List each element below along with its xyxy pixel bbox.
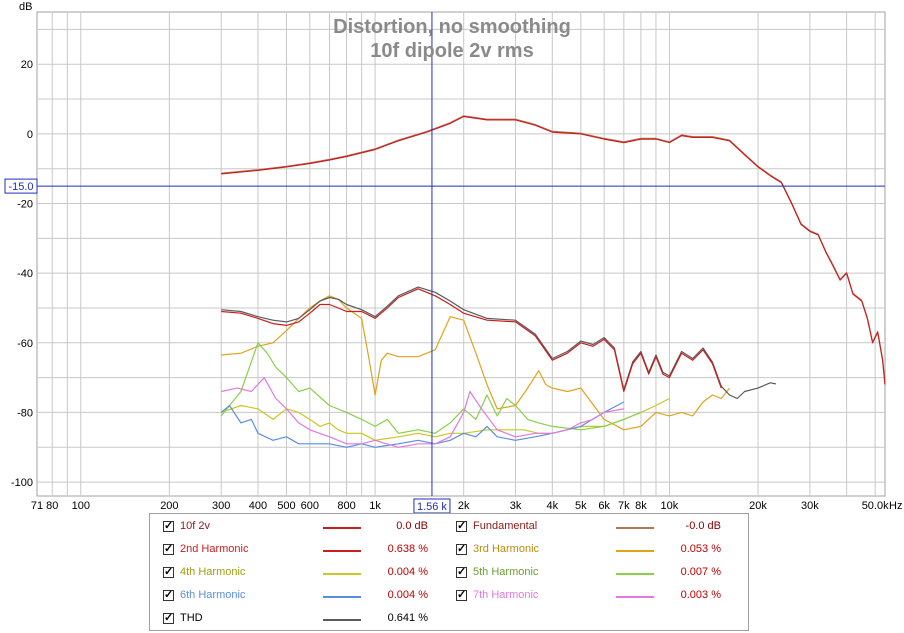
x-tick-label: 5k	[575, 500, 587, 512]
x-tick-label: 6k	[598, 500, 610, 512]
legend-item[interactable]: 10f 2v 0.0 dB	[163, 519, 443, 537]
y-tick-label: -20	[17, 199, 33, 211]
legend-checkbox[interactable]	[456, 565, 467, 578]
x-tick-label: 400	[249, 500, 267, 512]
cursor-x-label: 1.56 k	[417, 501, 447, 513]
legend-checkbox[interactable]	[163, 611, 174, 624]
series-line-5th-harmonic	[220, 342, 642, 434]
y-tick-label: -80	[17, 407, 33, 419]
plot-area[interactable]	[36, 11, 886, 497]
legend-series-name: THD	[180, 612, 203, 624]
x-tick-label: 500	[277, 500, 295, 512]
series-line-2nd-harmonic	[221, 288, 722, 393]
legend-series-name: 3rd Harmonic	[473, 543, 540, 555]
series-lines	[220, 115, 886, 448]
legend-color-swatch	[323, 573, 361, 575]
y-axis-label: dB	[19, 1, 32, 13]
legend-checkbox[interactable]	[163, 588, 174, 601]
legend-checkbox[interactable]	[163, 542, 174, 555]
series-line-10f-2v	[221, 115, 886, 385]
legend-color-swatch	[616, 596, 654, 598]
legend-checkbox[interactable]	[456, 588, 467, 601]
x-tick-label: 800	[337, 500, 355, 512]
legend-series-name: 10f 2v	[180, 520, 210, 532]
chart-title: Distortion, no smoothing	[333, 16, 571, 38]
x-tick-label: 80	[46, 500, 58, 512]
x-tick-label: 300	[212, 500, 230, 512]
x-tick-label: 100	[72, 500, 90, 512]
legend-checkbox[interactable]	[163, 565, 174, 578]
legend-value: 0.053 %	[680, 543, 721, 555]
x-tick-label: 10k	[661, 500, 679, 512]
x-tick-label: 4k	[546, 500, 558, 512]
cursor-y-label: -15.0	[8, 181, 33, 193]
legend-value: 0.638 %	[387, 543, 428, 555]
legend-value: 0.007 %	[680, 566, 721, 578]
legend-checkbox[interactable]	[163, 519, 174, 532]
legend-item[interactable]: 2nd Harmonic 0.638 %	[163, 542, 443, 560]
legend-value: -0.0 dB	[685, 520, 721, 532]
x-tick-label: 7k	[618, 500, 630, 512]
legend-value: 0.004 %	[387, 566, 428, 578]
legend-item[interactable]: 6th Harmonic 0.004 %	[163, 588, 443, 606]
x-tick-label: 1k	[369, 500, 381, 512]
legend-checkbox[interactable]	[456, 542, 467, 555]
series-line-thd	[221, 286, 777, 400]
legend-series-name: 7th Harmonic	[473, 589, 539, 601]
legend-color-swatch	[323, 550, 361, 552]
legend-color-swatch	[323, 527, 361, 529]
legend-color-swatch	[323, 596, 361, 598]
legend-series-name: 6th Harmonic	[180, 589, 246, 601]
legend-series-name: 2nd Harmonic	[180, 543, 249, 555]
x-tick-label: 30k	[801, 500, 819, 512]
x-axis-unit-label: Hz	[889, 500, 902, 512]
legend-series-name: 4th Harmonic	[180, 566, 246, 578]
legend-value: 0.003 %	[680, 589, 721, 601]
legend-item[interactable]: 5th Harmonic 0.007 %	[456, 565, 736, 583]
x-tick-label: 3k	[510, 500, 522, 512]
x-tick-label: 50.0k	[862, 500, 889, 512]
x-tick-label: 71	[31, 500, 43, 512]
legend-series-name: 5th Harmonic	[473, 566, 539, 578]
y-tick-label: -60	[17, 338, 33, 350]
x-tick-label: 8k	[635, 500, 647, 512]
cursor-y-label-box	[4, 178, 38, 194]
legend-color-swatch	[616, 550, 654, 552]
legend-value: 0.0 dB	[396, 520, 428, 532]
y-tick-label: 0	[27, 129, 33, 141]
legend-color-swatch	[323, 619, 361, 621]
legend-item[interactable]: Fundamental -0.0 dB	[456, 519, 736, 537]
legend-checkbox[interactable]	[456, 519, 467, 532]
y-tick-label: -100	[11, 477, 33, 489]
legend-item[interactable]: 7th Harmonic 0.003 %	[456, 588, 736, 606]
x-tick-label: 2k	[458, 500, 470, 512]
chart-subtitle: 10f dipole 2v rms	[370, 40, 533, 62]
series-line-6th-harmonic	[220, 401, 625, 448]
legend-item[interactable]: THD 0.641 %	[163, 611, 443, 629]
legend-color-swatch	[616, 573, 654, 575]
legend-series-name: Fundamental	[473, 520, 538, 532]
grid-lines	[37, 12, 885, 496]
legend: 10f 2v 0.0 dB Fundamental -0.0 dB 2nd Harmon…	[149, 513, 749, 631]
cursor[interactable]: -15.0 1.56 k	[4, 12, 885, 514]
x-tick-label: 20k	[749, 500, 767, 512]
series-line-7th-harmonic	[221, 377, 624, 448]
legend-value: 0.641 %	[387, 612, 428, 624]
legend-value: 0.004 %	[387, 589, 428, 601]
x-tick-label: 200	[160, 500, 178, 512]
series-line-4th-harmonic	[221, 397, 670, 441]
y-tick-label: 20	[21, 59, 33, 71]
legend-color-swatch	[616, 527, 654, 529]
legend-item[interactable]: 4th Harmonic 0.004 %	[163, 565, 443, 583]
legend-item[interactable]: 3rd Harmonic 0.053 %	[456, 542, 736, 560]
x-tick-label: 600	[301, 500, 319, 512]
y-tick-label: -40	[17, 268, 33, 280]
